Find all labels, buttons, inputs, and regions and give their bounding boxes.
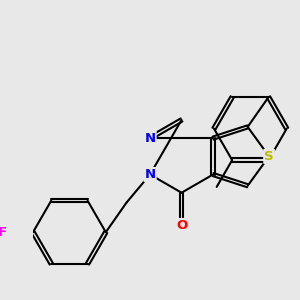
Text: F: F [0, 226, 7, 239]
Text: N: N [145, 168, 156, 181]
Text: N: N [145, 132, 156, 145]
Text: S: S [264, 150, 274, 163]
Text: O: O [176, 219, 187, 232]
